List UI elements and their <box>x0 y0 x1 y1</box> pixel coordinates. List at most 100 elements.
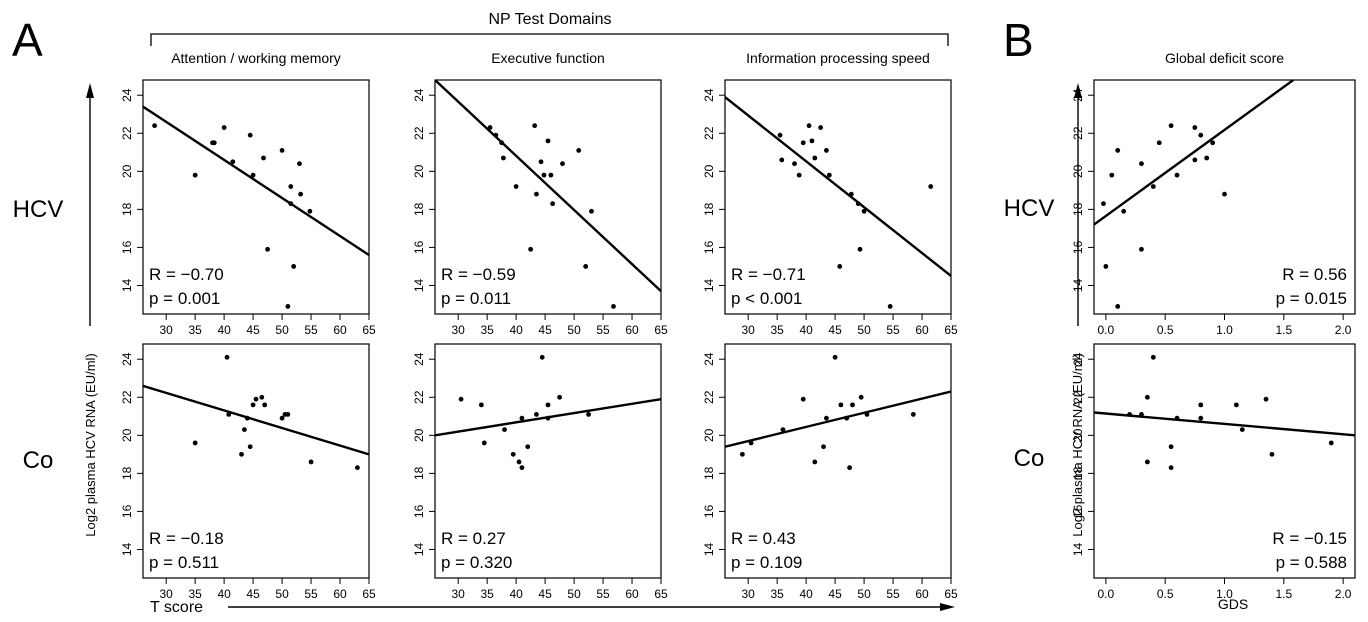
x-tick-label: 0.0 <box>1098 323 1115 337</box>
x-tick-label: 35 <box>480 587 494 601</box>
data-point <box>541 172 547 178</box>
regression-line <box>1094 411 1355 437</box>
y-tick-label: 22 <box>412 390 426 404</box>
x-tick-label: 35 <box>480 323 494 337</box>
p-value: p = 0.015 <box>1276 289 1347 308</box>
panel-1: Executive function 14 16 18 20 22 24 30 35 40 45 50… <box>412 50 668 337</box>
data-point <box>1210 140 1216 146</box>
data-point <box>1222 191 1227 197</box>
y-tick-label: 18 <box>412 202 426 216</box>
panel-3: Global deficit score 14 16 18 20 22 24 0.0 0.5 1.… <box>1071 50 1356 337</box>
regression-line <box>435 80 661 293</box>
y-tick-label: 14 <box>412 278 426 292</box>
x-tick-label: 50 <box>567 587 581 601</box>
x-tick-label: 2.0 <box>1335 587 1352 601</box>
x-tick-label: 40 <box>799 323 813 337</box>
x-tick-label: 45 <box>246 587 260 601</box>
panel-7: 14 16 18 20 22 24 0.0 0.5 1.0 1.5 2.0 R = −0.15 p = … <box>1071 343 1356 601</box>
y-axis-label-b: Log2 plasma HCV RNA (EU/ml) <box>1070 353 1085 537</box>
y-tick-label: 18 <box>120 202 134 216</box>
x-tick-label: 45 <box>828 323 842 337</box>
data-point <box>534 411 539 417</box>
y-tick-label: 24 <box>120 88 134 102</box>
group-label-hcv-a: HCV <box>13 196 64 223</box>
panel-a-letter: A <box>12 14 43 66</box>
panel-0: Attention / working memory 14 16 18 20 22 24 30… <box>120 50 376 337</box>
p-value: p = 0.109 <box>731 553 802 572</box>
y-tick-label: 20 <box>120 428 134 442</box>
data-point <box>538 159 544 165</box>
data-point <box>800 396 806 402</box>
r-value: R = 0.43 <box>731 529 796 548</box>
data-point <box>288 201 294 207</box>
p-value: p = 0.588 <box>1276 553 1347 572</box>
data-point <box>1174 172 1180 178</box>
y-axis-label-a: Log2 plasma HCV RNA (EU/ml) <box>83 353 98 537</box>
data-point <box>1121 208 1127 214</box>
plot-frame <box>142 79 370 315</box>
data-point <box>513 184 519 189</box>
r-value: R = 0.56 <box>1282 265 1347 284</box>
y-tick-label: 22 <box>1071 390 1085 404</box>
y-tick-label: 18 <box>1071 466 1085 480</box>
group-label-hcv-b: HCV <box>1004 195 1055 222</box>
data-point <box>1328 440 1334 446</box>
plot-frame <box>434 79 662 315</box>
data-point <box>1144 459 1150 465</box>
data-point <box>928 184 934 189</box>
panel-title: Global deficit score <box>1165 50 1284 66</box>
y-tick-label: 22 <box>1071 126 1085 140</box>
data-point <box>1233 402 1239 408</box>
x-axis-label-b: GDS <box>1218 596 1248 612</box>
data-point <box>247 444 253 450</box>
r-value: R = −0.59 <box>441 265 516 284</box>
x-tick-label: 35 <box>188 587 202 601</box>
data-point <box>887 303 893 309</box>
x-tick-label: 55 <box>304 323 318 337</box>
data-point <box>560 161 565 167</box>
data-point <box>1115 147 1121 153</box>
x-tick-label: 50 <box>275 323 289 337</box>
data-point <box>824 415 829 421</box>
y-tick-label: 14 <box>120 542 134 556</box>
data-point <box>516 459 522 465</box>
y-tick-label: 24 <box>702 352 716 366</box>
x-tick-label: 60 <box>333 587 347 601</box>
panel-title: Attention / working memory <box>171 50 341 66</box>
data-point <box>583 264 589 269</box>
data-point <box>510 451 516 457</box>
y-tick-label: 20 <box>412 428 426 442</box>
data-point <box>308 459 314 465</box>
x-tick-label: 40 <box>509 323 523 337</box>
x-tick-label: 45 <box>538 323 552 337</box>
x-tick-label: 50 <box>567 323 581 337</box>
y-tick-label: 22 <box>120 390 134 404</box>
data-point <box>1103 264 1109 269</box>
data-point <box>1115 303 1121 309</box>
y-tick-label: 22 <box>412 126 426 140</box>
data-point <box>1150 354 1156 360</box>
x-tick-label: 30 <box>451 587 465 601</box>
data-point <box>355 465 360 471</box>
data-point <box>557 394 562 400</box>
data-point <box>528 246 534 252</box>
data-point <box>780 427 786 433</box>
x-tick-label: 40 <box>799 587 813 601</box>
data-point <box>250 402 256 408</box>
data-point <box>247 132 253 138</box>
data-point <box>239 451 244 457</box>
y-tick-label: 22 <box>702 126 716 140</box>
y-arrow-a-head <box>86 83 94 98</box>
x-tick-label: 30 <box>451 323 465 337</box>
x-tick-label: 60 <box>333 323 347 337</box>
x-tick-label: 60 <box>915 587 929 601</box>
data-point <box>1127 411 1132 417</box>
y-tick-label: 24 <box>702 88 716 102</box>
y-tick-label: 14 <box>702 278 716 292</box>
x-tick-label: 2.0 <box>1335 323 1352 337</box>
data-point <box>1139 161 1144 167</box>
data-point <box>611 303 616 309</box>
data-point <box>481 440 487 446</box>
y-tick-label: 14 <box>1071 278 1085 292</box>
data-point <box>796 172 802 178</box>
